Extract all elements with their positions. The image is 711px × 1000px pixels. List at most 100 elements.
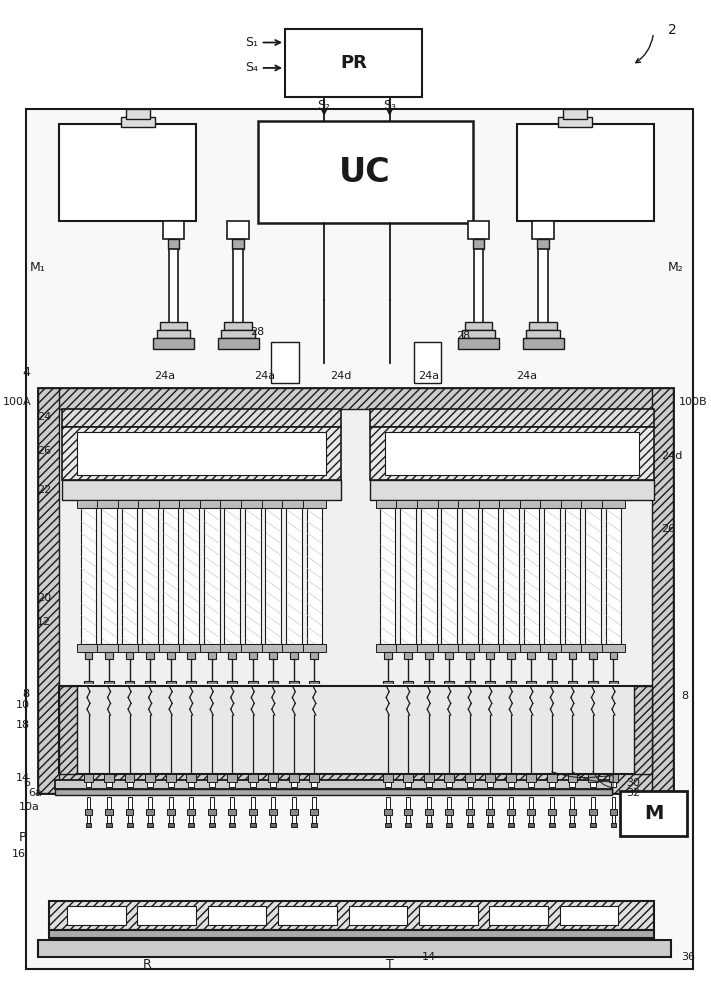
Bar — [250, 782, 256, 787]
Circle shape — [196, 260, 203, 267]
FancyArrowPatch shape — [31, 829, 48, 837]
Bar — [442, 508, 457, 644]
Bar — [145, 681, 155, 691]
Bar — [105, 774, 114, 782]
Bar — [406, 797, 410, 809]
Bar — [506, 681, 515, 691]
Text: 24d: 24d — [330, 371, 351, 381]
Bar — [486, 809, 494, 815]
Bar — [560, 906, 619, 925]
Bar — [147, 823, 153, 827]
Bar — [250, 823, 256, 827]
Bar — [424, 809, 432, 815]
Bar — [311, 823, 317, 827]
Bar — [445, 652, 453, 659]
Bar — [282, 644, 306, 652]
FancyArrowPatch shape — [636, 35, 653, 63]
FancyArrowPatch shape — [656, 694, 676, 697]
Bar — [479, 644, 502, 652]
Text: M₂: M₂ — [668, 261, 684, 274]
Bar — [251, 797, 255, 809]
Circle shape — [290, 789, 298, 797]
Text: 20: 20 — [37, 593, 51, 603]
Bar — [405, 782, 411, 787]
Bar — [609, 774, 619, 782]
Bar — [467, 782, 473, 787]
Bar — [550, 815, 554, 823]
Bar — [303, 500, 326, 508]
Bar — [26, 109, 693, 969]
Bar — [221, 330, 255, 338]
Bar — [405, 652, 412, 659]
Bar — [528, 652, 535, 659]
Bar — [204, 508, 220, 644]
Bar — [167, 809, 174, 815]
Bar — [348, 906, 407, 925]
Bar — [528, 782, 534, 787]
Text: 10: 10 — [16, 700, 30, 710]
Bar — [489, 906, 548, 925]
Text: 10a: 10a — [18, 802, 40, 812]
Bar — [146, 809, 154, 815]
Bar — [77, 432, 326, 475]
Bar — [208, 809, 215, 815]
Bar — [419, 906, 478, 925]
Bar — [59, 686, 651, 774]
Bar — [187, 652, 195, 659]
Bar — [561, 644, 584, 652]
Bar — [81, 508, 97, 644]
Text: 6a: 6a — [28, 788, 43, 798]
FancyArrowPatch shape — [30, 363, 36, 369]
Bar — [157, 330, 190, 338]
Bar — [380, 508, 395, 644]
Bar — [241, 644, 264, 652]
Circle shape — [249, 789, 257, 797]
Circle shape — [146, 789, 154, 797]
Bar — [50, 930, 653, 938]
Bar — [101, 508, 117, 644]
Text: 2: 2 — [668, 23, 677, 37]
Bar — [167, 652, 174, 659]
Bar — [384, 809, 392, 815]
Text: 22: 22 — [37, 485, 51, 495]
Text: 16: 16 — [12, 849, 26, 859]
Bar — [465, 681, 475, 691]
Bar — [249, 652, 257, 659]
Bar — [406, 815, 410, 823]
Bar — [499, 500, 523, 508]
Text: P: P — [18, 831, 26, 844]
Bar — [85, 809, 92, 815]
Bar — [547, 774, 557, 782]
Bar — [208, 906, 267, 925]
Bar — [189, 797, 193, 809]
Bar — [270, 823, 276, 827]
Bar — [370, 480, 653, 500]
Bar — [85, 823, 92, 827]
FancyArrowPatch shape — [262, 336, 269, 343]
Bar — [269, 652, 277, 659]
Text: 28: 28 — [456, 331, 471, 341]
Bar — [370, 409, 653, 427]
Bar — [268, 681, 278, 691]
Bar — [148, 815, 152, 823]
Bar — [38, 388, 59, 793]
Bar — [105, 809, 113, 815]
Circle shape — [528, 789, 535, 797]
Bar — [229, 823, 235, 827]
Bar — [417, 500, 440, 508]
Text: S₄: S₄ — [245, 61, 257, 74]
Bar — [38, 388, 673, 793]
Bar — [383, 774, 392, 782]
Text: 8: 8 — [23, 689, 30, 699]
Bar — [506, 774, 515, 782]
Bar — [427, 797, 431, 809]
Bar — [265, 508, 281, 644]
Bar — [458, 500, 481, 508]
Bar — [486, 652, 494, 659]
Text: 8: 8 — [681, 691, 688, 701]
Bar — [179, 500, 203, 508]
Text: 24a: 24a — [516, 371, 537, 381]
Bar — [589, 652, 597, 659]
Text: 6: 6 — [23, 778, 30, 788]
Bar — [523, 508, 539, 644]
